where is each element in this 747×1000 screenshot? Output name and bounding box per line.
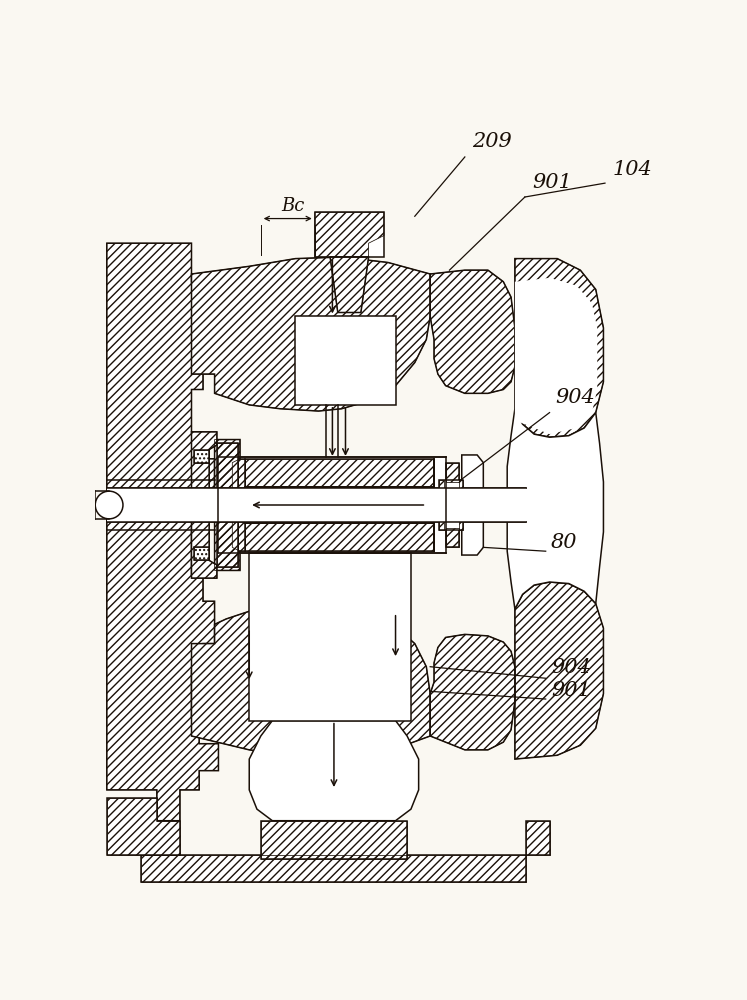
Polygon shape	[249, 553, 411, 721]
Polygon shape	[218, 457, 446, 553]
Text: 901: 901	[533, 173, 572, 192]
Polygon shape	[193, 450, 209, 463]
Polygon shape	[107, 243, 218, 821]
Polygon shape	[217, 443, 238, 567]
Polygon shape	[249, 721, 418, 821]
Text: Bc: Bc	[282, 197, 305, 215]
Text: 104: 104	[613, 160, 652, 179]
Polygon shape	[107, 798, 180, 855]
Polygon shape	[314, 212, 384, 257]
Polygon shape	[515, 278, 598, 434]
Polygon shape	[246, 523, 434, 551]
Text: 901: 901	[551, 681, 591, 700]
Text: 904: 904	[556, 388, 595, 407]
Polygon shape	[246, 487, 434, 523]
Polygon shape	[330, 257, 368, 312]
Polygon shape	[515, 259, 604, 437]
Polygon shape	[462, 455, 483, 555]
Polygon shape	[430, 270, 515, 393]
Polygon shape	[214, 440, 240, 570]
Polygon shape	[191, 432, 217, 578]
Polygon shape	[191, 603, 430, 758]
Polygon shape	[439, 480, 463, 530]
Circle shape	[96, 491, 123, 519]
Polygon shape	[141, 855, 527, 882]
Polygon shape	[515, 582, 604, 759]
Polygon shape	[430, 634, 515, 750]
Polygon shape	[446, 463, 459, 482]
Text: 209: 209	[473, 132, 512, 151]
Polygon shape	[193, 547, 209, 560]
Polygon shape	[238, 459, 246, 551]
Polygon shape	[261, 821, 407, 859]
Text: 80: 80	[551, 533, 577, 552]
Polygon shape	[107, 488, 527, 522]
Polygon shape	[296, 316, 396, 405]
Polygon shape	[507, 409, 604, 609]
Polygon shape	[107, 488, 527, 522]
Text: 904: 904	[551, 658, 591, 677]
Polygon shape	[446, 528, 459, 547]
Polygon shape	[191, 257, 430, 411]
Polygon shape	[527, 821, 550, 855]
Polygon shape	[246, 459, 434, 487]
